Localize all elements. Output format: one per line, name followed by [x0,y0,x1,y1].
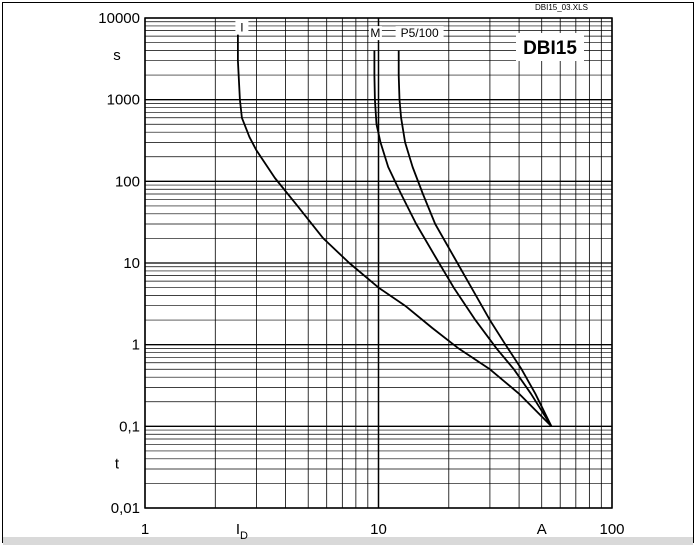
x-unit-label: ID [236,521,248,542]
x-tick-label: 1 [141,521,149,538]
y-unit-label: s [113,47,121,64]
y-tick-label: 100 [115,173,140,190]
x-unit-label: A [537,521,547,538]
file-tag: DBI15_03.XLS [535,3,588,12]
curve-m [373,50,553,427]
plot-border [144,17,613,509]
y-tick-label: 0,01 [111,500,140,517]
y-tick-label: 10000 [98,10,140,27]
curve-label-bg [368,26,382,41]
curve-labels: I M P5/100 [235,20,444,41]
x-unit-subscript: D [240,530,248,542]
y-tick-label: 1000 [107,92,140,109]
bottom-strip [3,537,693,545]
curve-label-bg [395,26,444,41]
curve-label-bg [235,20,249,35]
plot-grid [144,17,613,509]
y-tick-label: 1 [132,337,140,354]
x-tick-label: 100 [599,521,624,538]
y-tick-label: 10 [123,255,140,272]
title-badge-box [516,33,584,61]
curve-label: P5/100 [401,26,439,40]
y-unit-label: t [115,456,120,473]
curve-label: M [370,26,380,40]
curves [237,33,553,427]
title-badge: DBI15 [516,33,584,61]
curve-i [237,33,553,427]
curve-label: I [240,21,243,35]
x-tick-label: 10 [370,521,387,538]
y-tick-labels: 10000 1000 100 10 1 0,1 0,01 [98,10,140,517]
axis-unit-labels: s t ID A [113,47,546,542]
chart-title: DBI15 [523,38,577,59]
x-tick-labels: 1 10 100 [141,521,625,538]
y-tick-label: 0,1 [119,418,140,435]
curve-p5-100 [397,50,553,427]
